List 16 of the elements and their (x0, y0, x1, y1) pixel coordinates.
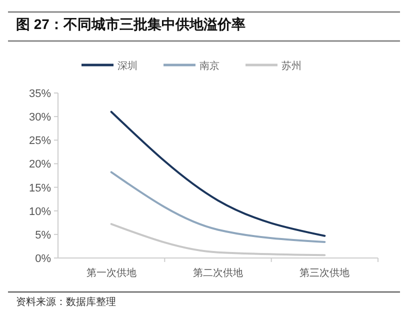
y-tick-label: 20% (28, 158, 52, 171)
x-tick-label: 第三次供地 (300, 267, 350, 279)
y-tick-label: 10% (28, 206, 52, 218)
x-tick-label: 第二次供地 (193, 267, 243, 279)
y-tick-label: 30% (28, 112, 52, 124)
y-tick-label: 25% (28, 135, 52, 148)
legend-label: 南京 (200, 60, 220, 72)
legend-label: 深圳 (118, 60, 138, 72)
chart-title: 图 27：不同城市三批集中供地溢价率 (16, 16, 246, 32)
y-tick-label: 0% (35, 253, 52, 265)
text: 资料来源：数据库整理 (16, 296, 116, 308)
x-tick-label: 第一次供地 (86, 267, 136, 279)
y-tick-label: 15% (28, 182, 52, 194)
y-tick-label: 5% (35, 229, 52, 242)
y-tick-label: 35% (28, 88, 52, 100)
legend-label: 苏州 (282, 60, 302, 72)
